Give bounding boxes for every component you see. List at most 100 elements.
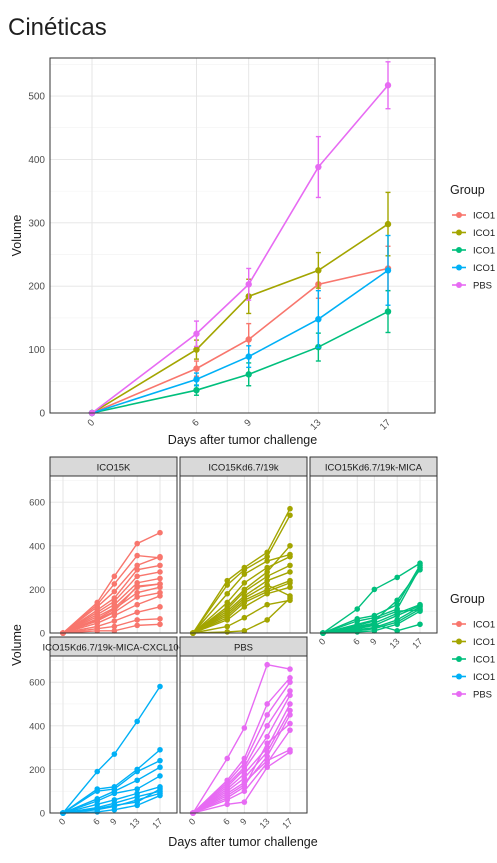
data-point xyxy=(224,614,231,621)
data-point xyxy=(224,599,231,606)
data-point xyxy=(134,583,140,589)
data-point xyxy=(111,588,118,595)
data-point xyxy=(111,797,118,803)
y-tick-label: 400 xyxy=(28,155,45,166)
legend-key-point xyxy=(456,673,462,680)
facet-strip-label: ICO15K xyxy=(97,463,131,474)
facet-strip-label: ICO15Kd6.7/19k-MICA xyxy=(325,463,423,474)
legend-key-point xyxy=(456,247,462,253)
facet-border xyxy=(179,655,308,814)
data-point xyxy=(315,315,322,323)
x-tick-label: 17 xyxy=(280,816,294,830)
legend-label: ICO1 xyxy=(473,211,495,222)
data-point xyxy=(134,540,140,547)
data-point xyxy=(315,267,322,274)
legend-key-point xyxy=(456,264,462,271)
x-tick-label: 9 xyxy=(238,816,249,827)
data-point xyxy=(384,308,392,315)
data-point xyxy=(287,505,293,512)
data-point xyxy=(224,590,231,597)
data-point xyxy=(384,267,392,274)
data-point xyxy=(157,764,163,771)
data-point xyxy=(157,589,163,596)
data-point xyxy=(157,616,163,622)
data-point xyxy=(264,564,270,571)
data-point xyxy=(94,599,101,606)
data-point xyxy=(287,701,293,707)
data-point xyxy=(264,740,270,747)
data-point xyxy=(224,790,231,797)
data-point xyxy=(111,802,118,809)
x-tick-label: 6 xyxy=(351,636,362,647)
data-point xyxy=(134,777,140,784)
data-point xyxy=(94,617,101,623)
data-point xyxy=(157,621,163,628)
data-point xyxy=(354,624,361,631)
x-tick-label: 9 xyxy=(368,636,379,647)
x-tick-label: 9 xyxy=(242,417,254,429)
data-point xyxy=(224,755,231,762)
y-tick-label: 0 xyxy=(39,409,45,420)
data-point xyxy=(287,720,293,727)
data-point xyxy=(241,586,248,593)
legend-key-point xyxy=(456,212,462,218)
data-point xyxy=(394,574,400,581)
data-point xyxy=(157,575,163,582)
data-point xyxy=(134,589,140,596)
data-point xyxy=(241,595,248,601)
data-point xyxy=(193,346,200,353)
data-point xyxy=(264,757,270,764)
data-point xyxy=(287,675,293,681)
data-point xyxy=(94,768,101,775)
x-tick-label: 6 xyxy=(91,816,102,827)
legend-key-point xyxy=(456,282,462,288)
legend-label: ICO1 xyxy=(473,655,495,666)
data-point xyxy=(287,593,293,599)
x-tick-label: 0 xyxy=(57,816,68,827)
data-point xyxy=(134,617,140,623)
data-point xyxy=(134,566,140,573)
data-point xyxy=(287,666,293,672)
x-tick-label: 13 xyxy=(127,816,141,830)
data-point xyxy=(287,580,293,586)
data-point xyxy=(354,616,361,622)
y-tick-label: 300 xyxy=(28,218,45,229)
y-tick-label: 500 xyxy=(28,92,45,103)
legend-title: Group xyxy=(450,183,485,197)
data-point xyxy=(371,621,378,628)
data-point xyxy=(111,595,118,601)
y-tick-label: 400 xyxy=(29,541,45,552)
legend-label: PBS xyxy=(473,690,492,701)
x-tick-label: 17 xyxy=(150,816,164,830)
data-point xyxy=(417,566,423,573)
data-point xyxy=(241,599,248,606)
data-point xyxy=(111,623,118,630)
data-point xyxy=(134,609,140,616)
facet-strip-label: ICO15Kd6.7/19k xyxy=(208,463,278,474)
x-tick-label: 9 xyxy=(108,816,119,827)
data-point xyxy=(264,701,270,707)
x-tick-label: 17 xyxy=(410,636,424,650)
data-point xyxy=(287,551,293,558)
data-point xyxy=(157,562,163,569)
data-point xyxy=(134,622,140,629)
data-point xyxy=(193,365,200,372)
data-point xyxy=(287,512,293,519)
data-point xyxy=(157,529,163,536)
data-point xyxy=(264,588,270,595)
x-tick-label: 0 xyxy=(187,816,198,827)
data-point xyxy=(245,353,252,360)
data-point xyxy=(371,612,378,619)
data-point xyxy=(134,799,140,805)
data-point xyxy=(134,766,140,773)
data-point xyxy=(157,569,163,575)
data-point xyxy=(224,604,231,610)
x-axis-title: Days after tumor challenge xyxy=(168,835,317,849)
data-point xyxy=(287,584,293,591)
data-point xyxy=(371,586,378,593)
facet-border xyxy=(309,475,438,634)
y-tick-label: 0 xyxy=(40,809,45,820)
data-point xyxy=(193,386,200,394)
plot-border xyxy=(49,57,436,414)
data-point xyxy=(394,606,400,612)
